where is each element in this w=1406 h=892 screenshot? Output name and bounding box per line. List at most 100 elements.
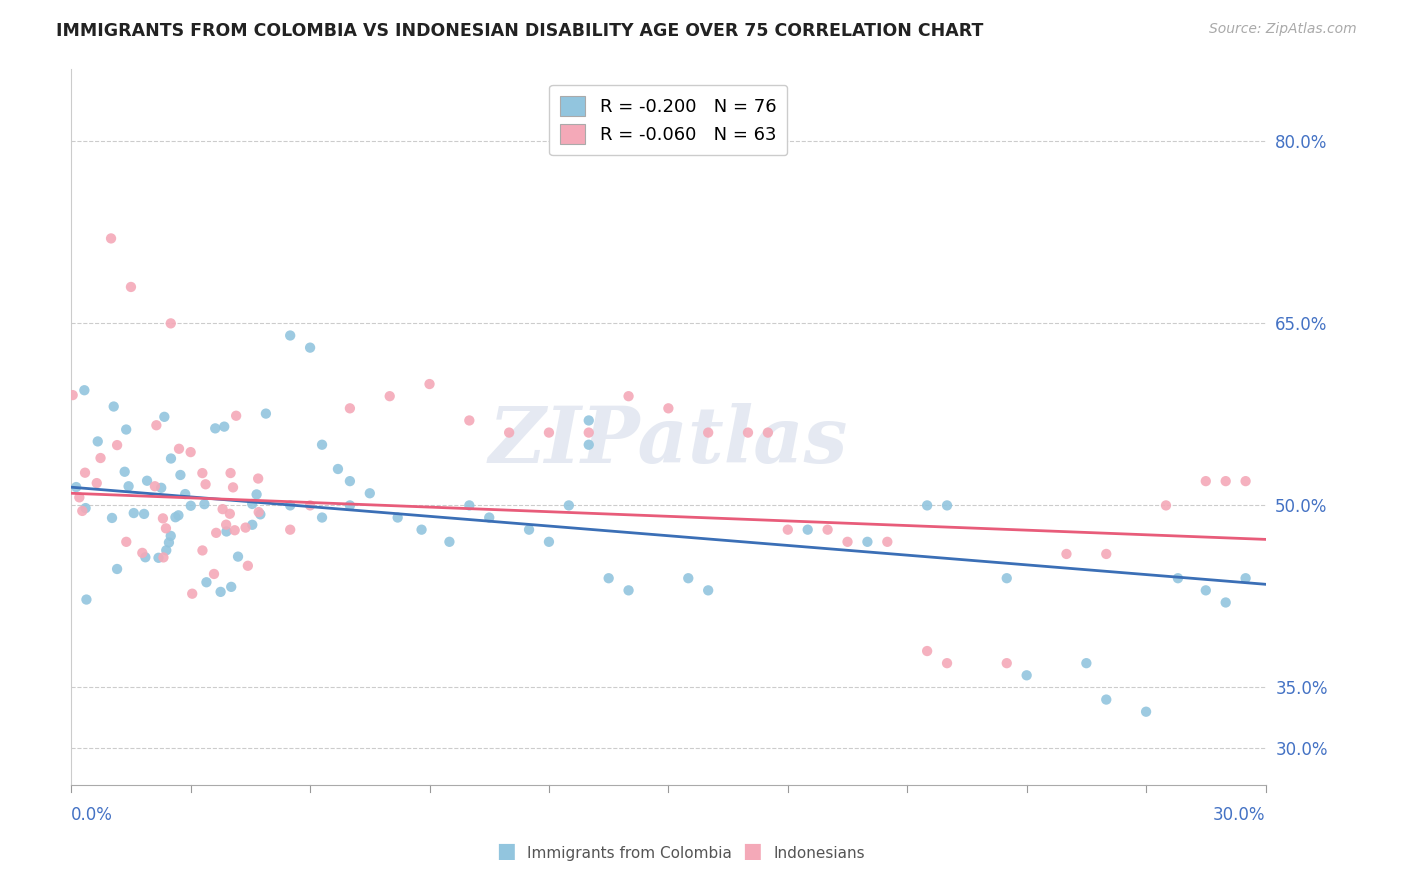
Point bbox=[299, 341, 322, 355]
Point bbox=[87, 434, 110, 449]
Point bbox=[995, 571, 1018, 585]
Point bbox=[1195, 474, 1218, 488]
Point bbox=[160, 451, 183, 466]
Point bbox=[278, 328, 301, 343]
Point bbox=[152, 550, 174, 565]
Point bbox=[155, 543, 177, 558]
Point bbox=[72, 504, 94, 518]
Point bbox=[194, 477, 217, 491]
Point bbox=[856, 534, 879, 549]
Point bbox=[537, 534, 560, 549]
Point bbox=[249, 508, 271, 522]
Point bbox=[1095, 547, 1118, 561]
Point bbox=[517, 523, 540, 537]
Text: 0.0%: 0.0% bbox=[72, 806, 112, 824]
Point bbox=[678, 571, 700, 585]
Point bbox=[387, 510, 409, 524]
Point bbox=[132, 507, 155, 521]
Point bbox=[537, 425, 560, 440]
Point bbox=[776, 523, 799, 537]
Point bbox=[193, 497, 215, 511]
Point bbox=[155, 521, 177, 535]
Point bbox=[617, 583, 640, 598]
Point bbox=[578, 438, 600, 452]
Point bbox=[311, 510, 333, 524]
Point bbox=[1215, 474, 1237, 488]
Point bbox=[101, 511, 124, 525]
Point bbox=[1234, 571, 1257, 585]
Point bbox=[73, 383, 96, 397]
Point bbox=[697, 425, 720, 440]
Point bbox=[915, 499, 938, 513]
Point bbox=[202, 566, 225, 581]
Point bbox=[697, 583, 720, 598]
Point bbox=[218, 507, 240, 521]
Point bbox=[165, 510, 187, 524]
Point bbox=[75, 501, 97, 516]
Point bbox=[204, 421, 226, 435]
Point bbox=[195, 575, 218, 590]
Point bbox=[236, 558, 259, 573]
Point bbox=[756, 425, 779, 440]
Point bbox=[209, 585, 232, 599]
Point bbox=[1154, 499, 1177, 513]
Point bbox=[159, 317, 181, 331]
Point bbox=[339, 499, 361, 513]
Point bbox=[219, 580, 242, 594]
Point bbox=[326, 462, 349, 476]
Point bbox=[245, 487, 267, 501]
Point bbox=[105, 438, 128, 452]
Point bbox=[578, 425, 600, 440]
Point bbox=[1076, 656, 1098, 670]
Point bbox=[205, 525, 228, 540]
Point bbox=[143, 479, 166, 493]
Point bbox=[105, 562, 128, 576]
Point bbox=[359, 486, 381, 500]
Point bbox=[157, 535, 180, 549]
Point bbox=[62, 388, 84, 402]
Point bbox=[558, 499, 581, 513]
Point bbox=[617, 389, 640, 403]
Text: Immigrants from Colombia: Immigrants from Colombia bbox=[527, 846, 733, 861]
Point bbox=[180, 499, 202, 513]
Point bbox=[159, 529, 181, 543]
Point bbox=[120, 280, 142, 294]
Point bbox=[254, 407, 277, 421]
Point bbox=[131, 546, 153, 560]
Point bbox=[191, 466, 214, 480]
Point bbox=[458, 499, 481, 513]
Point bbox=[191, 543, 214, 558]
Point bbox=[134, 550, 156, 565]
Point bbox=[378, 389, 401, 403]
Point bbox=[1056, 547, 1078, 561]
Point bbox=[837, 534, 859, 549]
Point bbox=[915, 644, 938, 658]
Point bbox=[1135, 705, 1157, 719]
Point bbox=[152, 511, 174, 525]
Point bbox=[737, 425, 759, 440]
Text: Source: ZipAtlas.com: Source: ZipAtlas.com bbox=[1209, 22, 1357, 37]
Point bbox=[247, 471, 270, 485]
Point bbox=[181, 587, 204, 601]
Point bbox=[1095, 692, 1118, 706]
Point bbox=[86, 476, 108, 491]
Point bbox=[148, 550, 170, 565]
Text: ■: ■ bbox=[496, 841, 516, 861]
Point bbox=[115, 423, 138, 437]
Point bbox=[117, 479, 139, 493]
Text: ZIPatlas: ZIPatlas bbox=[489, 402, 848, 479]
Point bbox=[657, 401, 679, 416]
Point bbox=[89, 450, 111, 465]
Point bbox=[225, 409, 247, 423]
Point bbox=[153, 409, 176, 424]
Point bbox=[167, 508, 190, 523]
Point bbox=[995, 656, 1018, 670]
Point bbox=[299, 499, 322, 513]
Point bbox=[598, 571, 620, 585]
Point bbox=[311, 438, 333, 452]
Point bbox=[278, 499, 301, 513]
Point bbox=[212, 419, 235, 434]
Point bbox=[1195, 583, 1218, 598]
Point bbox=[278, 523, 301, 537]
Legend: R = -0.200   N = 76, R = -0.060   N = 63: R = -0.200 N = 76, R = -0.060 N = 63 bbox=[550, 85, 787, 155]
